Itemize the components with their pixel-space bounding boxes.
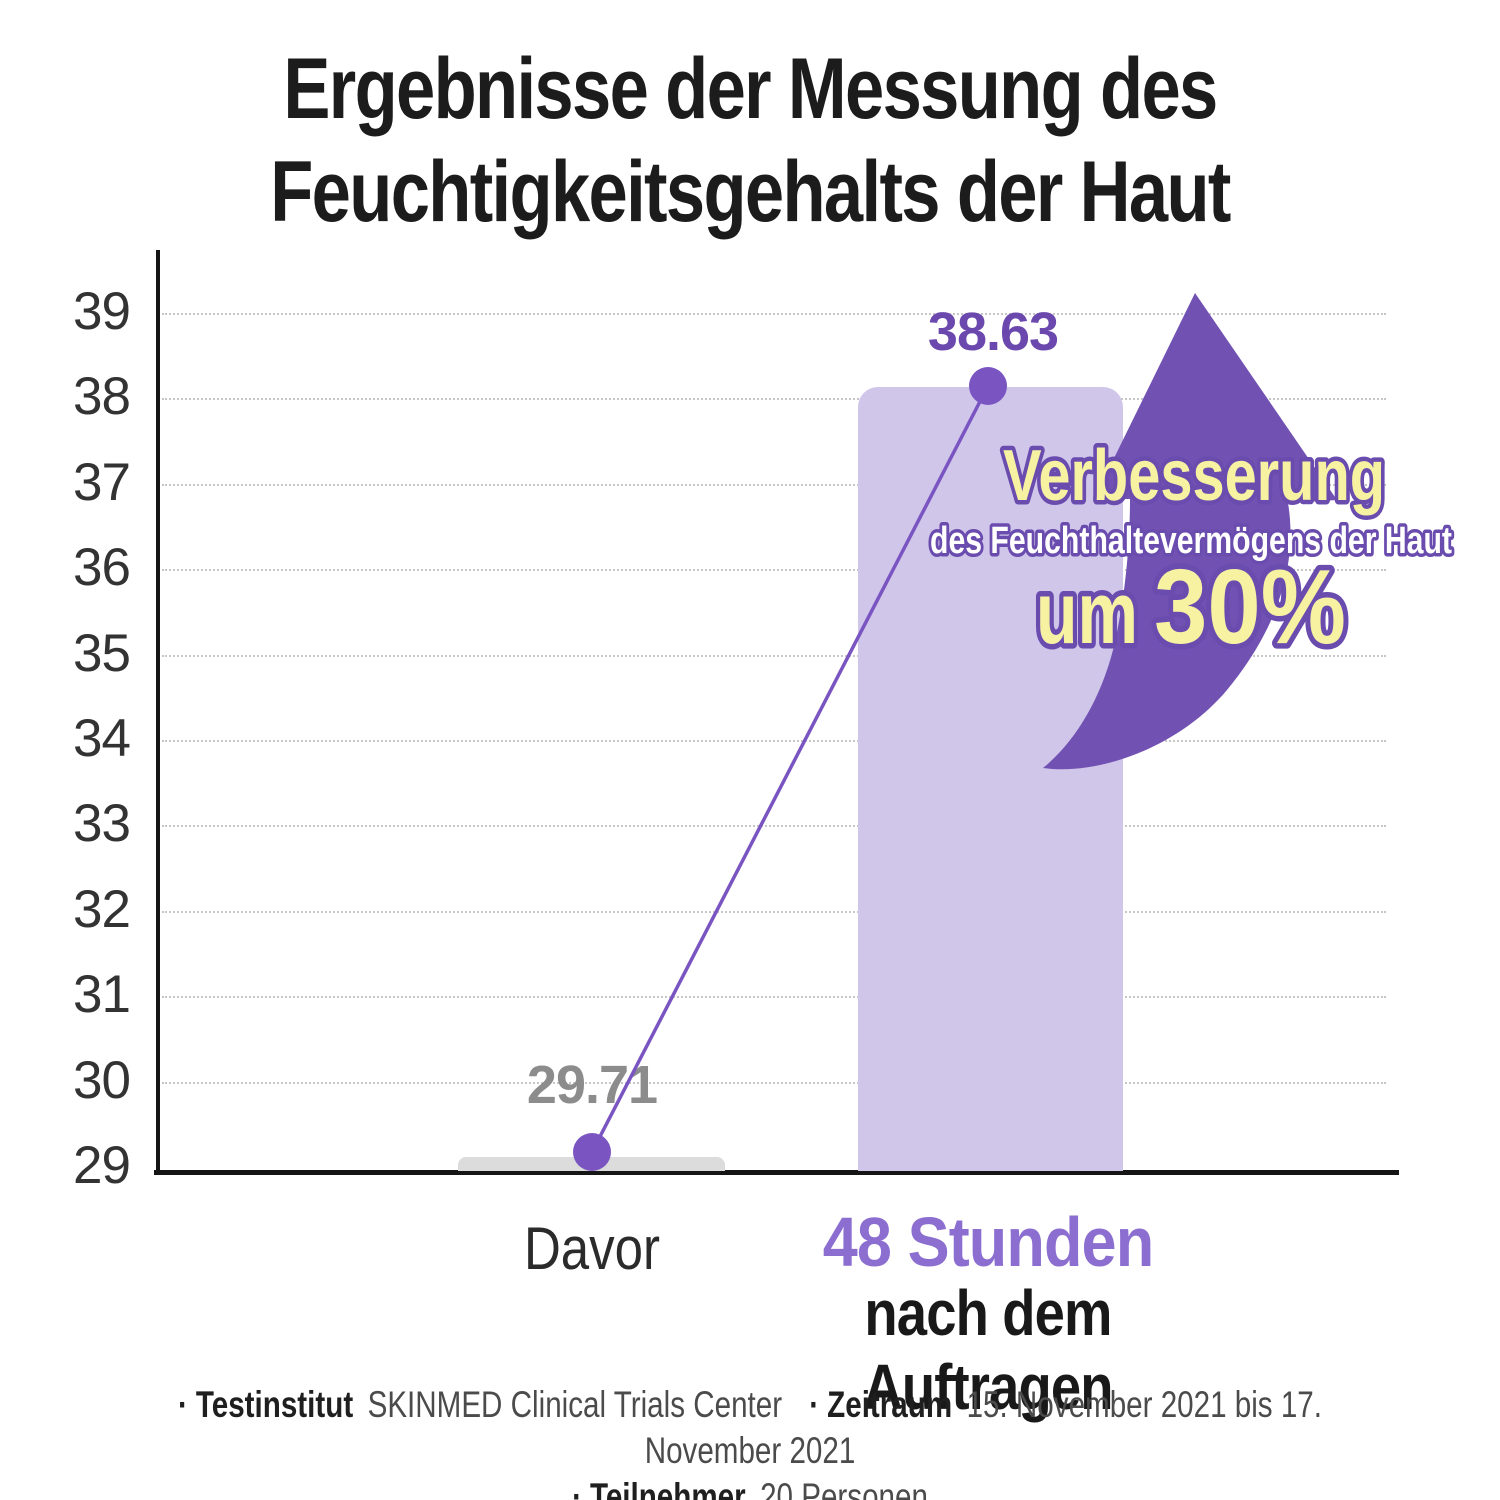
y-tick-label-31: 31 bbox=[73, 965, 131, 1025]
gridline-32 bbox=[162, 910, 1386, 913]
annotation-line-3-value: 30% bbox=[1154, 548, 1346, 666]
x-label-48-stunden: 48 Stunden bbox=[822, 1203, 1154, 1281]
gridline-33 bbox=[162, 825, 1386, 828]
gridline-38 bbox=[162, 398, 1386, 401]
y-tick-label-34: 34 bbox=[73, 709, 131, 768]
y-tick-label-39: 39 bbox=[73, 282, 131, 341]
footer-line-1: · Testinstitut SKINMED Clinical Trials Cen… bbox=[150, 1382, 1350, 1474]
x-axis-line bbox=[154, 1170, 1399, 1175]
bullet-icon: · bbox=[572, 1476, 582, 1500]
gridline-31 bbox=[162, 996, 1386, 999]
y-tick-label-30: 30 bbox=[73, 1050, 131, 1110]
value-label-48-stunden: 38.63 bbox=[928, 302, 1058, 362]
gridline-39 bbox=[162, 313, 1386, 315]
footer-label-institute: Testinstitut bbox=[195, 1384, 354, 1425]
footer-value-participants: 20 Personen bbox=[760, 1476, 928, 1500]
y-axis-line bbox=[156, 250, 160, 1175]
y-tick-label-38: 38 bbox=[73, 367, 131, 427]
footer: · Testinstitut SKINMED Clinical Trials Cen… bbox=[150, 1382, 1350, 1500]
gridline-36 bbox=[162, 569, 1386, 572]
footer-line-2: · Teilnehmer 20 Personen bbox=[150, 1474, 1350, 1500]
bar-davor bbox=[458, 1157, 725, 1171]
bullet-icon: · bbox=[178, 1384, 188, 1425]
title-line-1: Ergebnisse der Messung des bbox=[283, 41, 1218, 137]
y-tick-label-35: 35 bbox=[73, 623, 131, 683]
y-tick-label-32: 32 bbox=[73, 879, 131, 939]
gridline-34 bbox=[162, 740, 1386, 742]
y-tick-label-33: 33 bbox=[73, 794, 131, 854]
gridline-30 bbox=[162, 1081, 1386, 1084]
gridline-35 bbox=[162, 654, 1386, 657]
footer-label-period: Zeitraum bbox=[827, 1384, 953, 1425]
y-tick-label-37: 37 bbox=[73, 452, 131, 512]
y-tick-label-36: 36 bbox=[73, 538, 131, 598]
y-tick-label-29: 29 bbox=[73, 1136, 131, 1195]
x-label-nach-dem-auftragen: nach dem Auftragen bbox=[863, 1277, 1113, 1423]
title-line-2: Feuchtigkeitsgehalts der Haut bbox=[270, 144, 1231, 240]
page-title: Ergebnisse der Messung des Feuchtigkeits… bbox=[135, 38, 1365, 244]
footer-value-institute: SKINMED Clinical Trials Center bbox=[367, 1384, 783, 1425]
bullet-icon: · bbox=[809, 1384, 820, 1425]
footer-label-participants: Teilnehmer bbox=[589, 1476, 746, 1500]
bar-48-stunden bbox=[858, 387, 1123, 1171]
x-label-davor: Davor bbox=[523, 1215, 661, 1282]
footer-value-period: 15. November 2021 bis 17. November 2021 bbox=[644, 1384, 1322, 1471]
value-label-davor: 29.71 bbox=[527, 1055, 657, 1115]
gridline-37 bbox=[162, 483, 1386, 486]
